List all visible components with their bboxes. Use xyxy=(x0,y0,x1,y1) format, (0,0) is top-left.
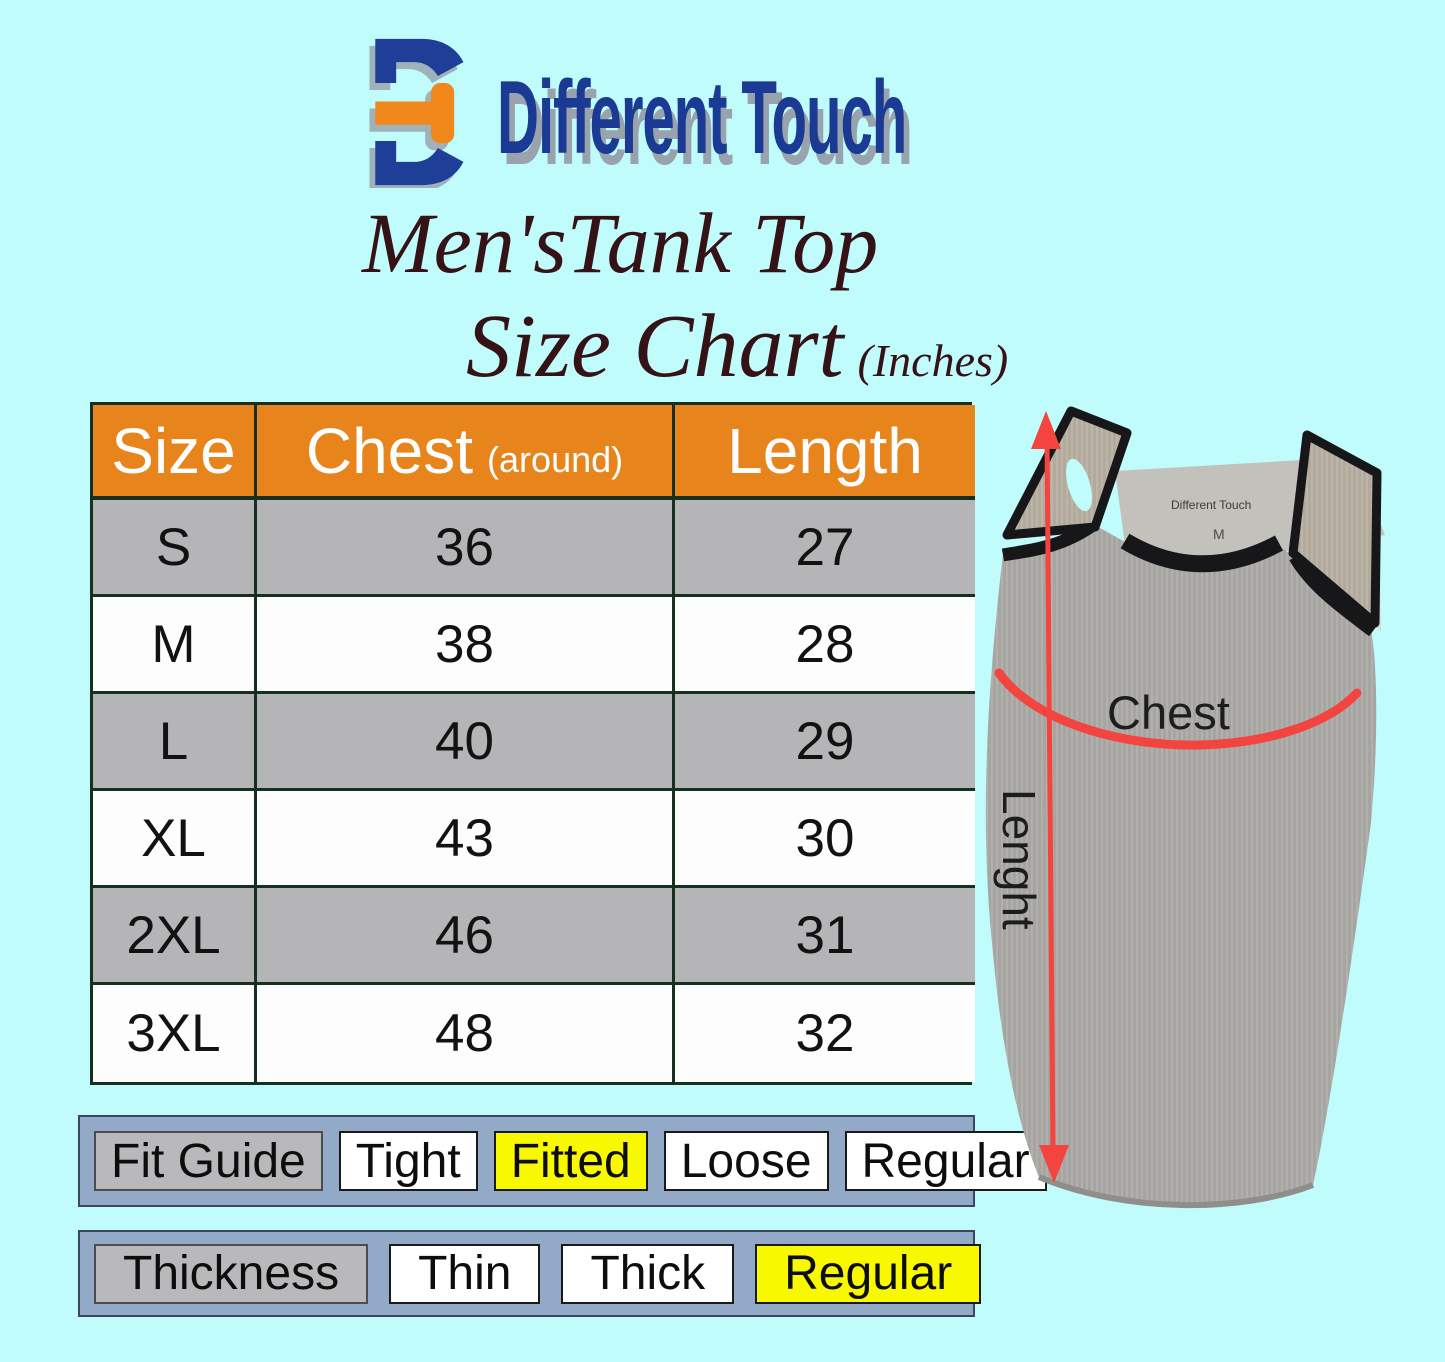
thickness-option-regular: Regular xyxy=(755,1243,982,1304)
chest-value: 36 xyxy=(257,500,675,597)
size-value: 3XL xyxy=(93,985,257,1082)
size-value: S xyxy=(93,500,257,597)
tank-right-strap xyxy=(1288,430,1382,628)
thickness-option-thin: Thin xyxy=(389,1243,541,1304)
page-title: Men'sTank Top xyxy=(362,195,879,291)
tank-right-armhole-trim xyxy=(1289,553,1377,637)
fit-option-regular: Regular xyxy=(844,1131,1047,1191)
thickness-bar: Thickness Thin Thick Regular xyxy=(78,1230,982,1317)
tank-top-image: Different Touch M Chest Lenght xyxy=(985,406,1385,1209)
chest-value: 43 xyxy=(257,791,675,888)
chest-annotation: Chest xyxy=(1107,686,1230,739)
fit-option-fitted: Fitted xyxy=(493,1131,648,1191)
column-header-chest-note: (around) xyxy=(487,438,624,480)
size-value: L xyxy=(93,694,257,791)
thickness-option-thick: Thick xyxy=(561,1243,735,1304)
thickness-label: Thickness xyxy=(94,1243,369,1304)
column-header-length: Length xyxy=(675,405,975,500)
chest-measure-line xyxy=(994,668,1362,750)
fit-option-tight: Tight xyxy=(338,1131,478,1191)
size-value: M xyxy=(93,597,257,694)
size-value: 2XL xyxy=(93,888,257,985)
length-value: 28 xyxy=(675,597,975,694)
tank-hem-shadow xyxy=(1037,1174,1315,1209)
column-header-chest: Chest (around) xyxy=(257,405,675,500)
tank-body xyxy=(985,523,1377,1206)
tank-tag-brand: Different Touch xyxy=(1171,498,1251,512)
size-table: Size Chest (around) Length S 36 27 M 38 … xyxy=(90,402,975,1085)
fit-guide-label: Fit Guide xyxy=(94,1131,323,1191)
column-header-size: Size xyxy=(93,405,257,500)
subtitle-unit-note: (Inches) xyxy=(857,335,1009,386)
length-value: 32 xyxy=(675,985,975,1082)
length-value: 31 xyxy=(675,888,975,985)
chest-value: 48 xyxy=(257,985,675,1082)
fit-guide-bar: Fit Guide Tight Fitted Loose Regular xyxy=(78,1115,1047,1207)
chest-value: 40 xyxy=(257,694,675,791)
page-subtitle: Size Chart (Inches) xyxy=(466,302,1008,392)
tank-armhole-gap xyxy=(1066,458,1092,512)
chest-value: 38 xyxy=(257,597,675,694)
subtitle-text: Size Chart xyxy=(466,297,844,396)
length-value: 30 xyxy=(675,791,975,888)
tank-tag-size: M xyxy=(1213,526,1225,542)
chest-value: 46 xyxy=(257,888,675,985)
size-value: XL xyxy=(93,791,257,888)
tank-neck-trim xyxy=(1120,533,1284,573)
length-annotation: Lenght xyxy=(993,789,1045,930)
length-measure-arrow xyxy=(1031,411,1069,1183)
length-value: 27 xyxy=(675,500,975,597)
brand-logo-text: Different Touch xyxy=(497,60,907,176)
brand-logo-icon xyxy=(369,38,464,188)
length-value: 29 xyxy=(675,694,975,791)
fit-option-loose: Loose xyxy=(663,1131,829,1191)
